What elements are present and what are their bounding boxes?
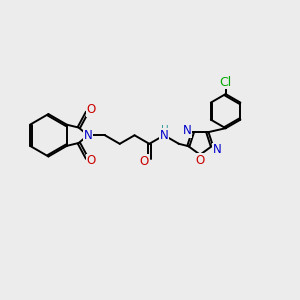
Text: O: O	[196, 154, 205, 166]
Text: Cl: Cl	[220, 76, 232, 89]
Text: O: O	[86, 154, 95, 167]
Text: O: O	[86, 103, 95, 116]
Text: O: O	[140, 155, 148, 168]
Text: N: N	[83, 129, 92, 142]
Text: N: N	[160, 129, 169, 142]
Text: N: N	[213, 143, 221, 156]
Text: N: N	[183, 124, 192, 137]
Text: H: H	[161, 125, 169, 135]
